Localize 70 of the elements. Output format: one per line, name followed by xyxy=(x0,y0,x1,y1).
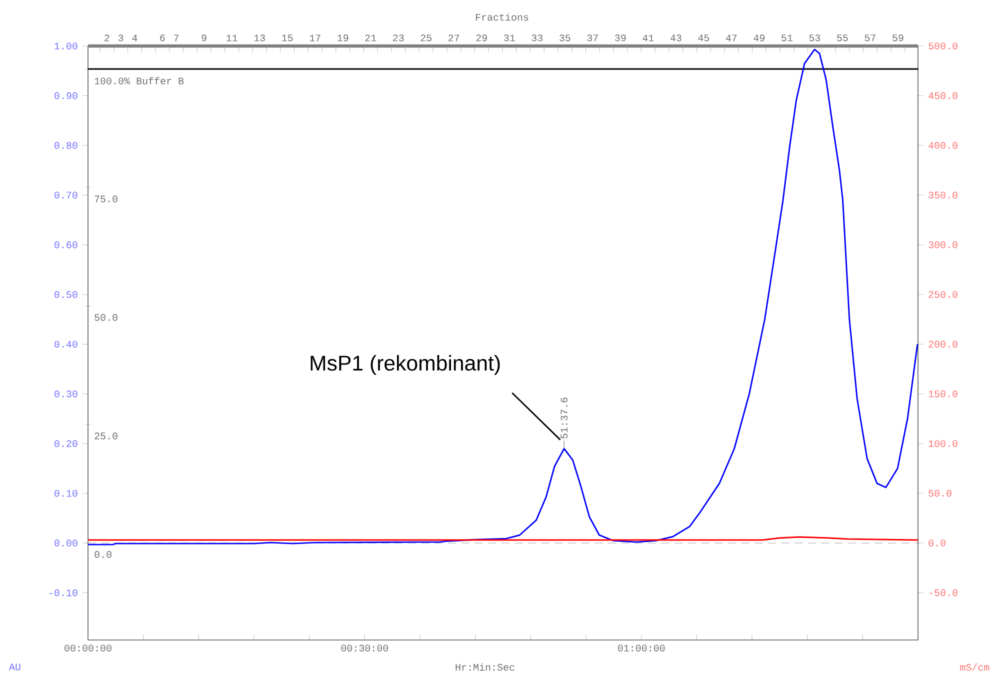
x2-tick-label: 19 xyxy=(338,34,348,42)
y2-axis-title: mS/cm xyxy=(960,663,990,671)
y2-tick-label: -50.0 xyxy=(930,589,958,596)
x2-tick-label: 47 xyxy=(726,34,737,42)
y3-tick-label: 25.0 xyxy=(94,432,118,440)
y2-tick-label: 450.0 xyxy=(928,92,958,100)
y2-tick-label: 150.0 xyxy=(928,390,958,398)
y-tick-label: 0.60 xyxy=(54,241,78,248)
y2-tick-label: 350.0 xyxy=(928,192,958,198)
y-tick-label: 0.40 xyxy=(54,340,78,348)
x-tick-label: 00:00:00 xyxy=(64,644,112,652)
y-tick-label: 0.30 xyxy=(54,390,78,398)
x-axis-title: Hr:Min:Sec xyxy=(456,663,514,671)
x2-tick-label: 21 xyxy=(365,34,376,42)
x2-tick-label: 55 xyxy=(837,34,848,42)
x2-tick-label: 23 xyxy=(393,34,404,42)
y-tick-label: 0.20 xyxy=(54,440,78,448)
annotation: 51:37.6 xyxy=(560,398,568,438)
y3-tick-label: 75.0 xyxy=(94,196,118,202)
x2-tick-label: 11 xyxy=(226,34,238,42)
y2-tick-label: 250.0 xyxy=(928,291,958,298)
y3-tick-label: 0.0 xyxy=(94,551,112,558)
x2-tick-label: 43 xyxy=(670,34,682,42)
x2-tick-label: 33 xyxy=(532,34,543,42)
y2-tick-label: 50.0 xyxy=(928,490,952,497)
x2-tick-label: 45 xyxy=(698,34,710,42)
x2-tick-label: 15 xyxy=(282,34,293,42)
x2-tick-label: 13 xyxy=(254,34,265,42)
y2-tick-label: 300.0 xyxy=(928,241,958,248)
x2-tick-label: 31 xyxy=(504,34,515,42)
y-tick-label: 0.50 xyxy=(54,291,78,298)
y2-tick-label: 0.0 xyxy=(928,540,946,546)
y3-tick-label: 50.0 xyxy=(94,314,118,321)
x2-tick-label: 49 xyxy=(754,34,764,42)
x2-tick-label: 7 xyxy=(174,34,179,42)
y-tick-label: 0.80 xyxy=(54,142,78,149)
x2-tick-label: 37 xyxy=(587,34,598,42)
y-tick-label: 0.90 xyxy=(54,92,78,100)
annotation: MsP1 (rekombinant) xyxy=(310,355,500,375)
x2-tick-label: 2 xyxy=(104,34,110,42)
x2-tick-label: 53 xyxy=(809,34,820,42)
x2-tick-label: 39 xyxy=(615,34,626,42)
x-tick-label: 01:00:00 xyxy=(618,644,665,652)
x2-tick-label: 41 xyxy=(642,34,654,42)
x2-tick-label: 3 xyxy=(118,34,124,42)
y-axis-title: AU xyxy=(9,664,20,670)
x2-tick-label: 59 xyxy=(892,34,904,42)
x-tick-label: 00:30:00 xyxy=(341,644,388,652)
y-tick-label: 1.00 xyxy=(54,42,78,50)
y3-tick-label: 100.0% Buffer B xyxy=(94,77,184,84)
y-tick-label: 0.70 xyxy=(54,192,78,199)
line-series xyxy=(87,48,918,546)
x2-axis-title: Fractions xyxy=(476,13,528,21)
x2-tick-label: 25 xyxy=(420,34,432,42)
x2-tick-label: 27 xyxy=(448,34,460,42)
x2-tick-label: 51 xyxy=(782,34,792,42)
x2-tick-label: 9 xyxy=(202,34,206,42)
x2-tick-label: 35 xyxy=(560,34,570,42)
y2-tick-label: 100.0 xyxy=(928,440,958,447)
y-tick-label: 0.00 xyxy=(54,540,78,546)
y2-tick-label: 400.0 xyxy=(928,142,958,149)
y2-tick-label: 200.0 xyxy=(928,340,958,348)
x2-tick-label: 4 xyxy=(132,34,138,42)
y2-tick-label: 500.0 xyxy=(928,42,958,50)
y-tick-label: -0.10 xyxy=(50,589,78,596)
x2-tick-label: 57 xyxy=(864,34,876,42)
x2-tick-label: 17 xyxy=(310,34,320,42)
y-tick-label: 0.10 xyxy=(54,490,78,497)
x2-tick-label: 29 xyxy=(476,34,487,42)
x2-tick-label: 6 xyxy=(160,34,165,42)
